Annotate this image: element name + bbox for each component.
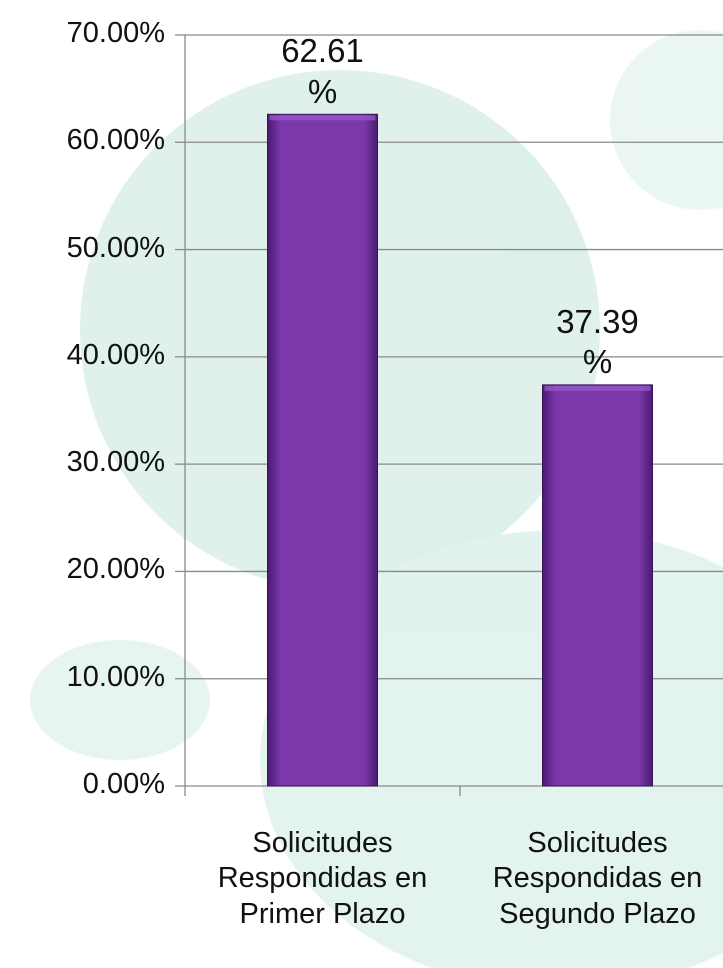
y-tick-label: 40.00%: [0, 339, 165, 372]
bar: [543, 385, 653, 786]
y-tick-label: 60.00%: [0, 124, 165, 157]
x-tick-label: Solicitudes Respondidas en Segundo Plazo: [458, 826, 723, 932]
y-tick-label: 70.00%: [0, 17, 165, 50]
bar: [268, 114, 378, 786]
y-tick-label: 30.00%: [0, 446, 165, 479]
bar-highlight: [545, 386, 651, 391]
y-tick-label: 50.00%: [0, 232, 165, 265]
page: (() => { const data = JSON.parse(documen…: [0, 0, 723, 968]
y-tick-label: 10.00%: [0, 661, 165, 694]
bar-highlight: [270, 115, 376, 120]
y-tick-label: 20.00%: [0, 553, 165, 586]
data-label: 37.39 %: [538, 302, 658, 383]
data-label: 62.61 %: [263, 31, 383, 112]
y-tick-label: 0.00%: [0, 768, 165, 801]
x-tick-label: Solicitudes Respondidas en Primer Plazo: [183, 826, 463, 932]
